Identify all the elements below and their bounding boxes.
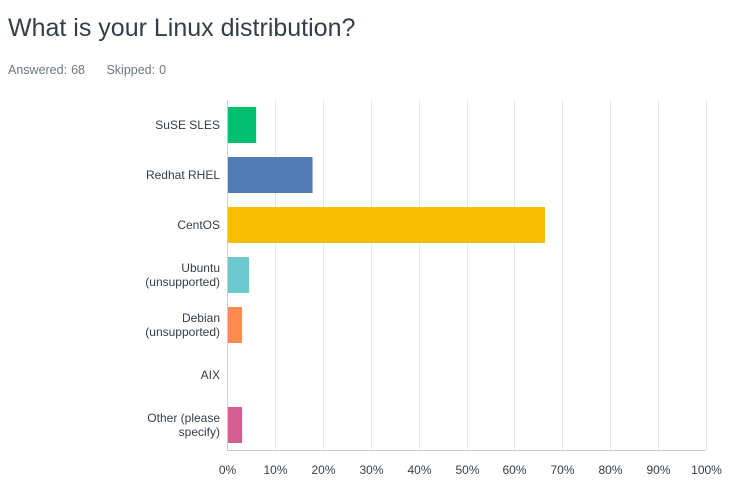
category-label: SuSE SLES: [155, 118, 220, 132]
bar[interactable]: [228, 257, 250, 293]
skipped-label: Skipped:: [106, 63, 156, 77]
category-label: Debian: [182, 311, 220, 325]
x-tick-label: 70%: [550, 463, 574, 477]
answered-count: 68: [71, 63, 85, 77]
answered-stat: Answered: 68: [8, 63, 85, 77]
skipped-stat: Skipped: 0: [106, 63, 166, 77]
category-label: CentOS: [177, 218, 220, 232]
x-tick-label: 10%: [263, 463, 287, 477]
category-label: Ubuntu: [181, 261, 220, 275]
category-label: (unsupported): [145, 325, 220, 339]
bar[interactable]: [228, 207, 546, 243]
bar[interactable]: [228, 157, 313, 193]
category-label: AIX: [201, 368, 220, 382]
skipped-count: 0: [159, 63, 167, 77]
response-stats: Answered: 68 Skipped: 0: [8, 63, 184, 77]
question-title: What is your Linux distribution?: [8, 14, 356, 42]
bar[interactable]: [228, 307, 243, 343]
x-tick-label: 60%: [502, 463, 526, 477]
x-tick-label: 0%: [219, 463, 237, 477]
x-tick-label: 50%: [455, 463, 479, 477]
x-tick-label: 20%: [311, 463, 335, 477]
x-tick-label: 30%: [359, 463, 383, 477]
bar[interactable]: [228, 407, 243, 443]
category-label: Redhat RHEL: [146, 168, 220, 182]
category-label: Other (please: [147, 411, 220, 425]
x-tick-label: 40%: [407, 463, 431, 477]
x-tick-label: 90%: [646, 463, 670, 477]
category-label: specify): [179, 425, 220, 439]
x-tick-label: 100%: [691, 463, 722, 477]
category-label: (unsupported): [145, 275, 220, 289]
bar[interactable]: [228, 107, 257, 143]
x-tick-label: 80%: [598, 463, 622, 477]
answered-label: Answered:: [8, 63, 68, 77]
